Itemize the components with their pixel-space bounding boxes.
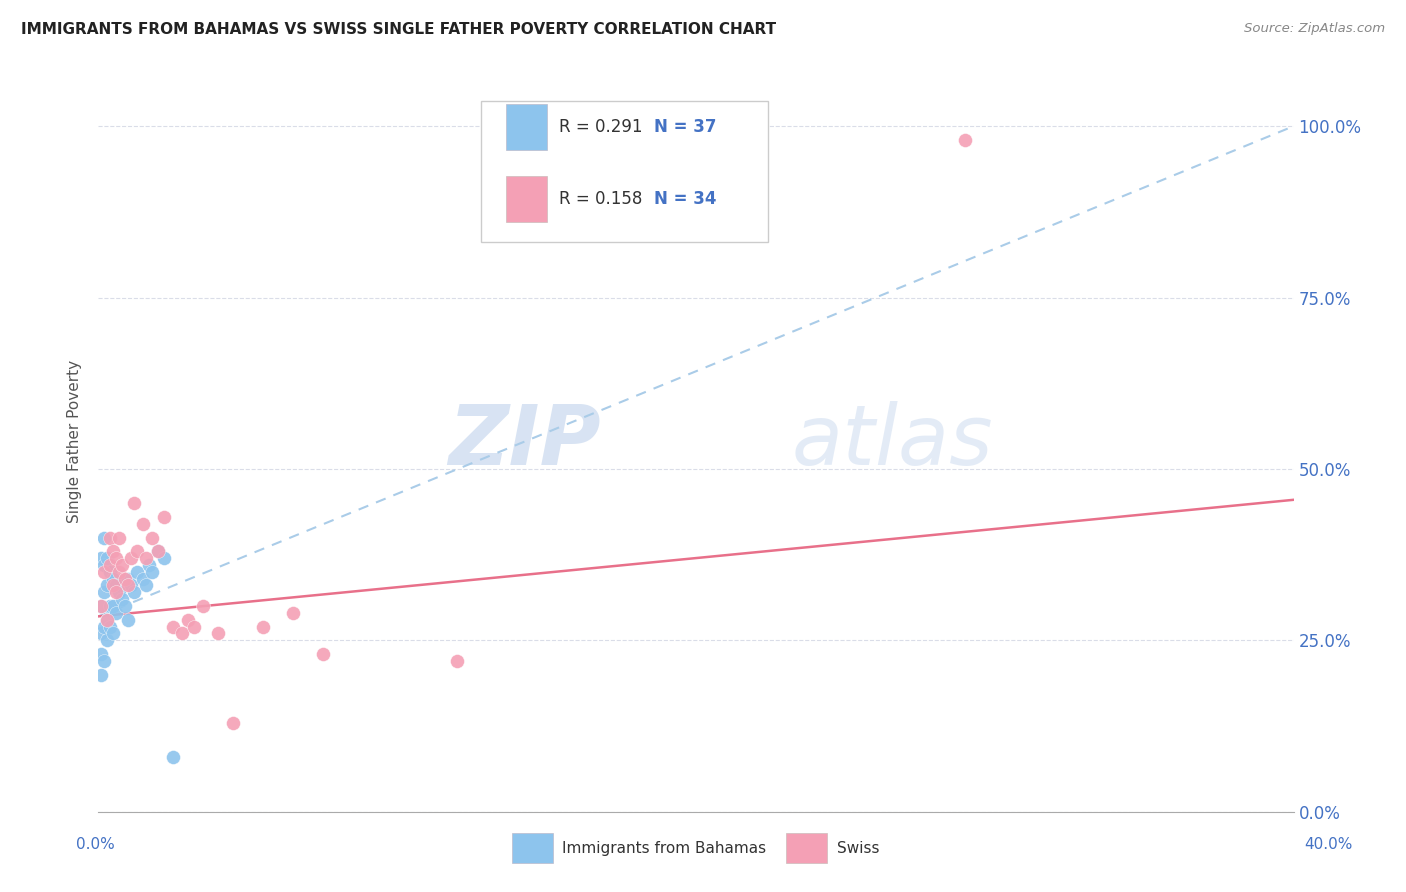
- Point: [103, 599, 125, 613]
- Text: atlas: atlas: [792, 401, 993, 482]
- Point: [177, 613, 200, 627]
- Point: [141, 531, 163, 545]
- Point: [117, 613, 139, 627]
- Point: [93, 654, 115, 668]
- Point: [162, 750, 184, 764]
- Text: Source: ZipAtlas.com: Source: ZipAtlas.com: [1244, 22, 1385, 36]
- Point: [98, 619, 122, 633]
- Point: [127, 565, 149, 579]
- Point: [127, 544, 149, 558]
- Point: [108, 531, 131, 545]
- Point: [114, 599, 136, 613]
- Point: [105, 551, 128, 566]
- Point: [153, 510, 176, 524]
- Point: [120, 578, 142, 592]
- Point: [148, 544, 170, 558]
- Text: ZIP: ZIP: [447, 401, 600, 482]
- Point: [252, 619, 274, 633]
- Point: [114, 572, 136, 586]
- Text: Immigrants from Bahamas: Immigrants from Bahamas: [562, 840, 766, 855]
- Point: [191, 599, 214, 613]
- Point: [98, 599, 122, 613]
- Point: [108, 585, 131, 599]
- Point: [96, 633, 118, 648]
- Point: [93, 585, 115, 599]
- Point: [162, 619, 184, 633]
- Text: 40.0%: 40.0%: [1305, 838, 1353, 852]
- Point: [108, 565, 131, 579]
- Point: [132, 516, 155, 531]
- Point: [90, 626, 112, 640]
- Point: [124, 585, 146, 599]
- Point: [105, 578, 128, 592]
- FancyBboxPatch shape: [506, 176, 547, 221]
- Point: [446, 654, 468, 668]
- Point: [103, 626, 125, 640]
- Text: IMMIGRANTS FROM BAHAMAS VS SWISS SINGLE FATHER POVERTY CORRELATION CHART: IMMIGRANTS FROM BAHAMAS VS SWISS SINGLE …: [21, 22, 776, 37]
- Point: [96, 551, 118, 566]
- Point: [96, 613, 118, 627]
- Text: N = 34: N = 34: [654, 190, 717, 208]
- Point: [103, 572, 125, 586]
- Point: [141, 565, 163, 579]
- Point: [93, 619, 115, 633]
- Point: [90, 599, 112, 613]
- Point: [98, 558, 122, 572]
- Point: [153, 551, 176, 566]
- Point: [90, 599, 112, 613]
- Point: [105, 606, 128, 620]
- Point: [93, 558, 115, 572]
- Point: [90, 551, 112, 566]
- Point: [117, 578, 139, 592]
- Text: R = 0.158: R = 0.158: [558, 190, 643, 208]
- Point: [90, 647, 112, 661]
- FancyBboxPatch shape: [506, 104, 547, 150]
- Point: [222, 715, 245, 730]
- Point: [103, 578, 125, 592]
- Point: [132, 572, 155, 586]
- Point: [124, 496, 146, 510]
- Point: [172, 626, 194, 640]
- Point: [93, 565, 115, 579]
- Point: [117, 572, 139, 586]
- Point: [135, 578, 157, 592]
- Point: [207, 626, 229, 640]
- Point: [111, 558, 134, 572]
- Point: [135, 551, 157, 566]
- Text: 0.0%: 0.0%: [76, 838, 115, 852]
- Point: [138, 558, 160, 572]
- Point: [98, 531, 122, 545]
- Point: [96, 613, 118, 627]
- Point: [111, 592, 134, 607]
- Point: [90, 667, 112, 681]
- Point: [953, 133, 976, 147]
- Y-axis label: Single Father Poverty: Single Father Poverty: [67, 360, 83, 523]
- Point: [96, 578, 118, 592]
- Point: [103, 544, 125, 558]
- Point: [105, 585, 128, 599]
- Point: [281, 606, 304, 620]
- Text: R = 0.291: R = 0.291: [558, 118, 643, 136]
- Text: N = 37: N = 37: [654, 118, 717, 136]
- Point: [183, 619, 205, 633]
- FancyBboxPatch shape: [481, 101, 768, 242]
- Text: Swiss: Swiss: [837, 840, 879, 855]
- Point: [148, 544, 170, 558]
- Point: [120, 551, 142, 566]
- Point: [98, 565, 122, 579]
- Point: [93, 531, 115, 545]
- Point: [311, 647, 333, 661]
